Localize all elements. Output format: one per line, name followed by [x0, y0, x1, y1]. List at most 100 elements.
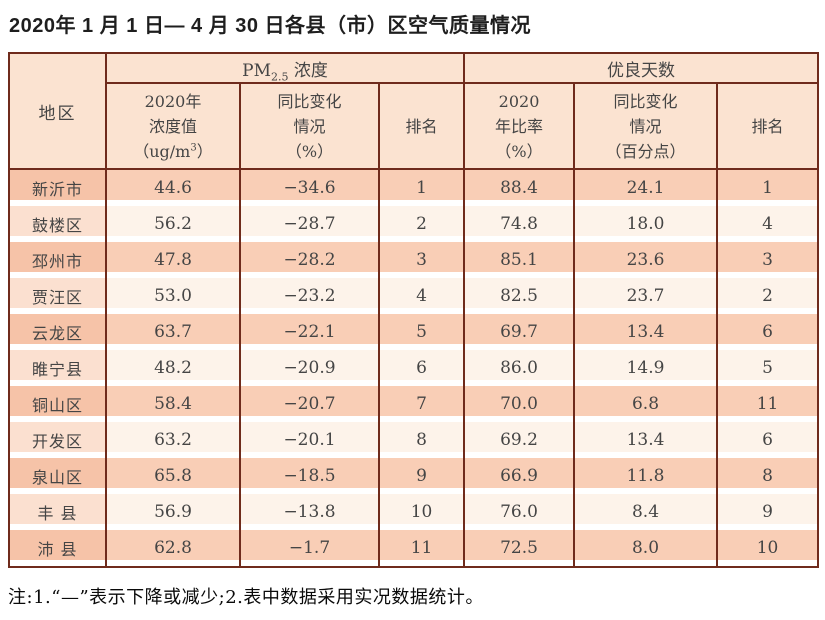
- table-row: 沛 县 62.8 −1.7 11 72.5 8.0 10: [9, 530, 819, 567]
- header-days-change-line1: 同比变化: [613, 91, 678, 111]
- pm25-rank-cell: 4: [379, 278, 466, 314]
- header-pm25-change-line3: （%）: [285, 141, 334, 161]
- pm25-change-cell: −22.1: [240, 314, 380, 350]
- pm25-subscript: 2.5: [270, 69, 289, 83]
- header-group-pm25: PM2.5 浓度: [106, 53, 466, 84]
- pm25-change-cell: −34.6: [240, 169, 380, 206]
- rate-change-cell: 23.6: [574, 242, 719, 278]
- pm25-rank-cell: 8: [379, 422, 466, 458]
- pm25-change-cell: −28.2: [240, 242, 380, 278]
- days-rank-cell: 9: [717, 494, 819, 530]
- header-group-row: 地区 PM2.5 浓度 优良天数: [9, 53, 819, 170]
- pm25-change-cell: −1.7: [240, 530, 380, 567]
- rate-change-cell: 23.7: [574, 278, 719, 314]
- header-concentration-line2: 浓度值: [148, 116, 197, 136]
- unit-superscript: 3: [190, 142, 197, 154]
- table-row: 铜山区 58.4 −20.7 7 70.0 6.8 11: [9, 386, 819, 422]
- pm25-value-cell: 65.8: [106, 458, 241, 494]
- header-pm25-change: 同比变化 情况 （%）: [240, 83, 380, 170]
- pm25-rank-cell: 6: [379, 350, 466, 386]
- region-cell: 丰 县: [9, 494, 107, 530]
- rate-change-cell: 13.4: [574, 422, 719, 458]
- region-cell: 云龙区: [9, 314, 107, 350]
- rate-value-cell: 88.4: [464, 169, 576, 206]
- rate-change-cell: 8.0: [574, 530, 719, 567]
- days-rank-cell: 3: [717, 242, 819, 278]
- header-days-change-line2: 情况: [629, 116, 662, 136]
- days-rank-cell: 6: [717, 422, 819, 458]
- rate-value-cell: 76.0: [464, 494, 576, 530]
- rate-value-cell: 82.5: [464, 278, 576, 314]
- days-rank-cell: 4: [717, 206, 819, 242]
- header-group-good-days: 优良天数: [464, 53, 819, 84]
- pm25-value-cell: 53.0: [106, 278, 241, 314]
- header-pm25-rank: 排名: [379, 83, 466, 170]
- unit-close: ）: [196, 141, 213, 161]
- days-rank-cell: 5: [717, 350, 819, 386]
- rate-change-cell: 8.4: [574, 494, 719, 530]
- pm25-value-cell: 56.9: [106, 494, 241, 530]
- header-pm25-change-line1: 同比变化: [277, 91, 342, 111]
- pm25-rank-cell: 10: [379, 494, 466, 530]
- pm25-value-cell: 62.8: [106, 530, 241, 567]
- header-rate-line1: 2020: [498, 91, 540, 111]
- unit-open: （ug/m: [133, 141, 191, 161]
- rate-change-cell: 11.8: [574, 458, 719, 494]
- header-concentration: 2020年 浓度值 （ug/m3）: [106, 83, 241, 170]
- days-rank-cell: 11: [717, 386, 819, 422]
- days-rank-cell: 10: [717, 530, 819, 567]
- table-body: 新沂市 44.6 −34.6 1 88.4 24.1 1 鼓楼区 56.2 −28.7 2 74.8 1…: [9, 169, 819, 567]
- rate-value-cell: 74.8: [464, 206, 576, 242]
- pm25-label-suffix: 浓度: [288, 60, 328, 81]
- region-cell: 开发区: [9, 422, 107, 458]
- rate-value-cell: 69.2: [464, 422, 576, 458]
- pm25-rank-cell: 3: [379, 242, 466, 278]
- pm25-value-cell: 58.4: [106, 386, 241, 422]
- footnote: 注:1.“—”表示下降或减少;2.表中数据采用实况数据统计。: [8, 587, 484, 608]
- header-rate-line3: （%）: [495, 141, 543, 161]
- table-row: 云龙区 63.7 −22.1 5 69.7 13.4 6: [9, 314, 819, 350]
- page-title: 2020年 1 月 1 日— 4 月 30 日各县（市）区空气质量情况: [9, 15, 532, 37]
- pm25-value-cell: 47.8: [106, 242, 241, 278]
- table-row: 泉山区 65.8 −18.5 9 66.9 11.8 8: [9, 458, 819, 494]
- header-rate: 2020 年比率 （%）: [464, 83, 576, 170]
- pm25-change-cell: −18.5: [240, 458, 380, 494]
- rate-value-cell: 86.0: [464, 350, 576, 386]
- pm25-change-cell: −23.2: [240, 278, 380, 314]
- region-cell: 邳州市: [9, 242, 107, 278]
- header-days-change: 同比变化 情况 （百分点）: [574, 83, 719, 170]
- table-header: 地区 PM2.5 浓度 优良天数 2020年 浓度值 （ug/m3） 同比变化 …: [9, 53, 819, 170]
- rate-value-cell: 70.0: [464, 386, 576, 422]
- region-cell: 贾汪区: [9, 278, 107, 314]
- days-rank-cell: 1: [717, 169, 819, 206]
- rate-value-cell: 69.7: [464, 314, 576, 350]
- days-rank-cell: 6: [717, 314, 819, 350]
- pm25-change-cell: −28.7: [240, 206, 380, 242]
- pm25-rank-cell: 5: [379, 314, 466, 350]
- region-cell: 沛 县: [9, 530, 107, 567]
- header-region: 地区: [9, 53, 107, 170]
- region-cell: 泉山区: [9, 458, 107, 494]
- region-cell: 铜山区: [9, 386, 107, 422]
- pm25-rank-cell: 11: [379, 530, 466, 567]
- header-pm25-change-line2: 情况: [293, 116, 326, 136]
- rate-change-cell: 18.0: [574, 206, 719, 242]
- rate-change-cell: 14.9: [574, 350, 719, 386]
- rate-value-cell: 85.1: [464, 242, 576, 278]
- rate-value-cell: 72.5: [464, 530, 576, 567]
- pm25-change-cell: −13.8: [240, 494, 380, 530]
- pm25-change-cell: −20.9: [240, 350, 380, 386]
- rate-change-cell: 13.4: [574, 314, 719, 350]
- rate-change-cell: 24.1: [574, 169, 719, 206]
- days-rank-cell: 2: [717, 278, 819, 314]
- table-row: 新沂市 44.6 −34.6 1 88.4 24.1 1: [9, 169, 819, 206]
- rate-value-cell: 66.9: [464, 458, 576, 494]
- pm25-rank-cell: 1: [379, 169, 466, 206]
- region-cell: 鼓楼区: [9, 206, 107, 242]
- table-row: 贾汪区 53.0 −23.2 4 82.5 23.7 2: [9, 278, 819, 314]
- table-row: 睢宁县 48.2 −20.9 6 86.0 14.9 5: [9, 350, 819, 386]
- pm25-rank-cell: 7: [379, 386, 466, 422]
- region-cell: 新沂市: [9, 169, 107, 206]
- table-row: 鼓楼区 56.2 −28.7 2 74.8 18.0 4: [9, 206, 819, 242]
- header-days-change-line3: （百分点）: [605, 141, 686, 161]
